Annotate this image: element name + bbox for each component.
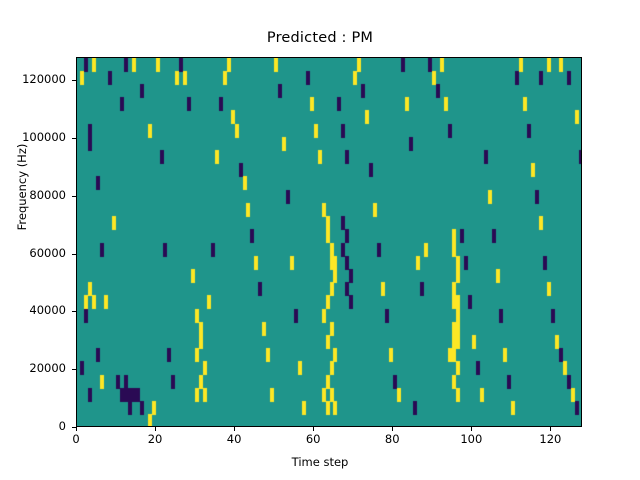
y-tick-mark [72,195,76,197]
x-tick-label: 100 [460,432,483,446]
x-tick-mark [392,427,394,431]
y-tick-mark [72,253,76,255]
x-tick-mark [471,427,473,431]
x-tick-label: 80 [384,432,400,446]
x-tick-label: 60 [305,432,321,446]
y-tick-label: 80000 [29,187,66,202]
x-tick-mark [550,427,552,431]
y-tick-mark [72,369,76,371]
y-tick-mark [72,311,76,313]
y-tick-label: 120000 [22,72,66,87]
heatmap-image [77,58,581,426]
x-tick-label: 20 [147,432,163,446]
x-tick-label: 120 [539,432,562,446]
y-tick-mark [72,137,76,139]
x-tick-mark [155,427,157,431]
y-tick-label: 0 [58,419,66,433]
x-tick-mark [234,427,236,431]
y-axis-label: Frequency (Hz) [15,143,29,231]
y-tick-label: 20000 [29,361,66,376]
y-tick-label: 60000 [29,245,66,260]
chart-title: Predicted : PM [266,30,374,46]
y-tick-label: 100000 [22,129,66,144]
heatmap-axes [76,57,582,427]
x-tick-mark [76,427,77,431]
x-tick-label: 40 [226,432,242,446]
x-tick-mark [313,427,315,431]
x-axis-label: Time step [291,455,349,469]
y-tick-mark [72,427,76,428]
y-tick-label: 40000 [29,303,66,318]
x-tick-label: 0 [72,432,80,446]
y-tick-mark [72,80,76,82]
